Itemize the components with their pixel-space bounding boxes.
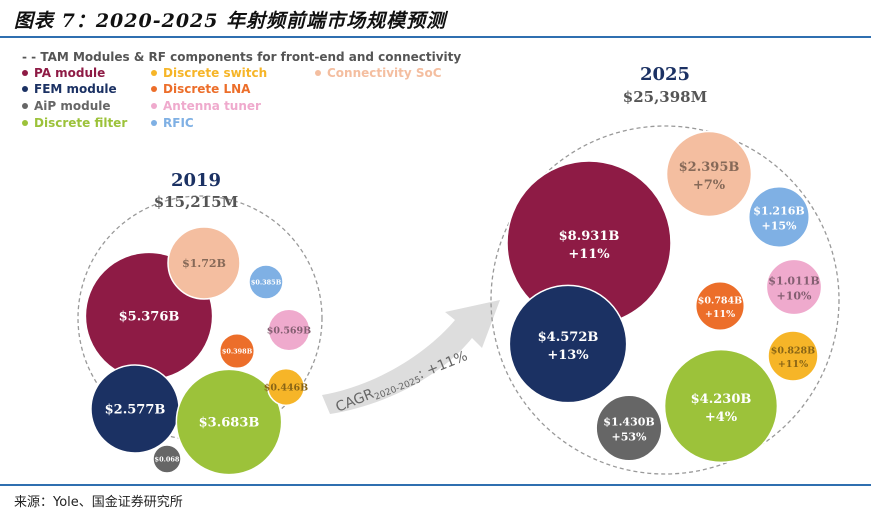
title-rule [0, 36, 871, 38]
legend-marker [151, 119, 157, 126]
year-label-2025: 2025 [640, 64, 690, 85]
legend-item-fem-module: FEM module [22, 82, 117, 96]
value-label-aip-module-2019: $0.068 [155, 455, 180, 463]
legend-header-text: TAM Modules & RF components for front-en… [40, 50, 462, 64]
legend-marker [22, 119, 28, 126]
legend-item-connectivity-soc: Connectivity SoC [315, 66, 442, 80]
legend-marker [315, 69, 321, 76]
bubble-aip-module-2019 [152, 444, 182, 474]
cagr-label: CAGR2020-2025: +11% [334, 348, 471, 417]
legend-label: Discrete filter [34, 116, 128, 130]
bubble-connectivity-soc-2019 [167, 226, 241, 300]
legend-label: PA module [34, 66, 106, 80]
growth-label-rfic-2025: +15% [762, 220, 798, 233]
value-label-antenna-tuner-2019: $0.569B [267, 325, 311, 336]
value-label-rfic-2019: $0.385B [251, 278, 282, 286]
value-label-pa-module-2019: $5.376B [119, 310, 180, 325]
bubble-fem-module-2025 [508, 284, 628, 404]
value-label-discrete-switch-2019: $0.446B [264, 382, 308, 393]
value-label-discrete-filter-2025: $4.230B [691, 392, 752, 407]
bubble-connectivity-soc-2025 [665, 130, 753, 218]
bubble-rfic-2019 [248, 264, 284, 300]
legend-label: Discrete switch [163, 66, 268, 80]
legend-label: Discrete LNA [163, 82, 251, 96]
value-label-pa-module-2025: $8.931B [559, 229, 620, 244]
value-label-connectivity-soc-2025: $2.395B [679, 160, 740, 175]
legend-item-rfic: RFIC [151, 116, 194, 130]
cagr-arrow [322, 300, 500, 414]
legend-item-antenna-tuner: Antenna tuner [151, 99, 261, 113]
legend-item-discrete-switch: Discrete switch [151, 66, 267, 80]
bubble-aip-module-2025 [595, 394, 663, 462]
year-label-2019: 2019 [171, 170, 221, 191]
bubble-antenna-tuner-2019 [267, 308, 311, 352]
bubble-discrete-filter-2025 [663, 348, 779, 464]
legend-item-discrete-filter: Discrete filter [22, 116, 127, 130]
value-label-aip-module-2025: $1.430B [603, 415, 654, 428]
legend-label: Connectivity SoC [327, 66, 442, 80]
growth-label-aip-module-2025: +53% [612, 431, 648, 444]
value-label-connectivity-soc-2019: $1.72B [182, 257, 226, 270]
bubble-rfic-2025 [747, 185, 811, 249]
value-label-rfic-2025: $1.216B [753, 204, 804, 217]
market-container-2025 [490, 125, 840, 475]
figure-title: 图表 7：2020-2025 年射频前端市场规模预测 [14, 10, 447, 32]
value-label-fem-module-2019: $2.577B [105, 403, 166, 418]
legend-marker [151, 69, 157, 76]
bubble-discrete-switch-2025 [767, 330, 819, 382]
legend-header: - - TAM Modules & RF components for fron… [22, 50, 462, 64]
growth-label-discrete-lna-2025: +11% [705, 309, 735, 320]
growth-label-pa-module-2025: +11% [568, 247, 610, 262]
value-label-discrete-switch-2025: $0.828B [771, 346, 815, 357]
legend-marker [22, 102, 28, 109]
growth-label-discrete-switch-2025: +11% [778, 359, 808, 370]
bubble-discrete-filter-2019 [175, 368, 283, 476]
source-rule [0, 484, 871, 486]
legend-item-pa-module: PA module [22, 66, 105, 80]
source-note: 来源：Yole、国金证券研究所 [14, 495, 183, 510]
bubble-antenna-tuner-2025 [765, 258, 823, 316]
growth-label-antenna-tuner-2025: +10% [777, 290, 813, 303]
legend-marker [151, 102, 157, 109]
legend-marker [22, 69, 28, 76]
growth-label-fem-module-2025: +13% [547, 348, 589, 363]
legend-marker [22, 85, 28, 92]
bubble-group-2025: 2025 $25,398M $8.931B +11% $4.572B +13% $4.230… [490, 64, 840, 475]
legend-label: FEM module [34, 82, 117, 96]
legend-label: Antenna tuner [163, 99, 261, 113]
bubble-discrete-lna-2025 [694, 280, 746, 332]
value-label-fem-module-2025: $4.572B [538, 330, 599, 345]
legend-marker [151, 85, 157, 92]
value-label-discrete-lna-2025: $0.784B [698, 296, 742, 307]
value-label-discrete-filter-2019: $3.683B [199, 416, 260, 431]
bubble-chart: CAGR2020-2025: +11% 2019 $15,215M $5.376B $2… [77, 64, 840, 476]
legend-item-discrete-lna: Discrete LNA [151, 82, 250, 96]
growth-label-discrete-filter-2025: +4% [705, 410, 738, 425]
bubble-group-2019: 2019 $15,215M $5.376B $2.577B $3.683B $1.72B $… [77, 170, 323, 476]
value-label-discrete-lna-2019: $0.398B [222, 347, 253, 355]
value-label-antenna-tuner-2025: $1.011B [768, 274, 819, 287]
legend-item-aip-module: AiP module [22, 99, 111, 113]
total-label-2019: $15,215M [154, 193, 238, 211]
legend-label: AiP module [34, 99, 111, 113]
bubble-discrete-switch-2019 [266, 367, 306, 407]
growth-label-connectivity-soc-2025: +7% [693, 178, 726, 193]
total-label-2025: $25,398M [623, 88, 707, 106]
legend-label: RFIC [163, 116, 194, 130]
bubble-discrete-lna-2019 [218, 332, 256, 370]
